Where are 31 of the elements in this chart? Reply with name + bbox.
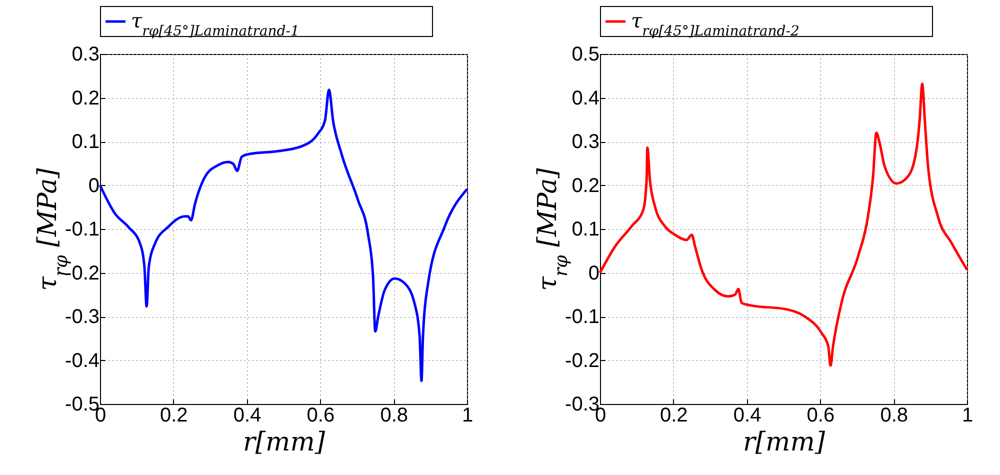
x-tick-label: 0.4	[733, 404, 762, 426]
y-tick-label: -0.2	[565, 350, 600, 372]
y-tick-label: 0.3	[572, 131, 600, 153]
y-tick-label: 0	[88, 174, 100, 197]
y-tick-label: 0	[588, 262, 600, 284]
y-tick-label: 0.1	[72, 131, 100, 153]
y-tick-label: 0.2	[72, 87, 100, 110]
x-tick-label: 0.8	[380, 404, 408, 426]
x-tick-label: 0.2	[160, 404, 188, 426]
line-series	[598, 82, 968, 367]
line-series	[98, 88, 468, 382]
x-axis-title: r[mm]	[742, 428, 826, 458]
x-axis-title: r[mm]	[242, 428, 326, 458]
x-tick-label: 0.6	[306, 404, 335, 426]
x-tick-label: 1	[962, 404, 974, 426]
x-tick-label: 1	[462, 404, 474, 426]
y-tick-label: -0.1	[65, 218, 100, 240]
y-tick-label: 0.3	[72, 44, 100, 66]
x-tick-label: 0.2	[660, 404, 688, 426]
y-tick-label: -0.3	[65, 306, 100, 328]
y-tick-label: -0.1	[565, 306, 600, 328]
y-tick-label: 0.4	[572, 87, 600, 110]
y-tick-label: -0.4	[65, 350, 100, 372]
y-tick-label: 0.5	[572, 44, 600, 66]
x-tick-label: 0.6	[806, 404, 835, 426]
x-tick-label: 0.8	[880, 404, 908, 426]
y-tick-label: 0.1	[572, 218, 600, 240]
x-tick-label: 0.4	[233, 404, 262, 426]
legend-label: τ$_{rφ[45°]Laminatrand-1}$	[131, 8, 300, 40]
y-tick-label: 0.2	[572, 174, 600, 197]
legend-label: τ$_{rφ[45°]Laminatrand-2}$	[631, 8, 800, 40]
